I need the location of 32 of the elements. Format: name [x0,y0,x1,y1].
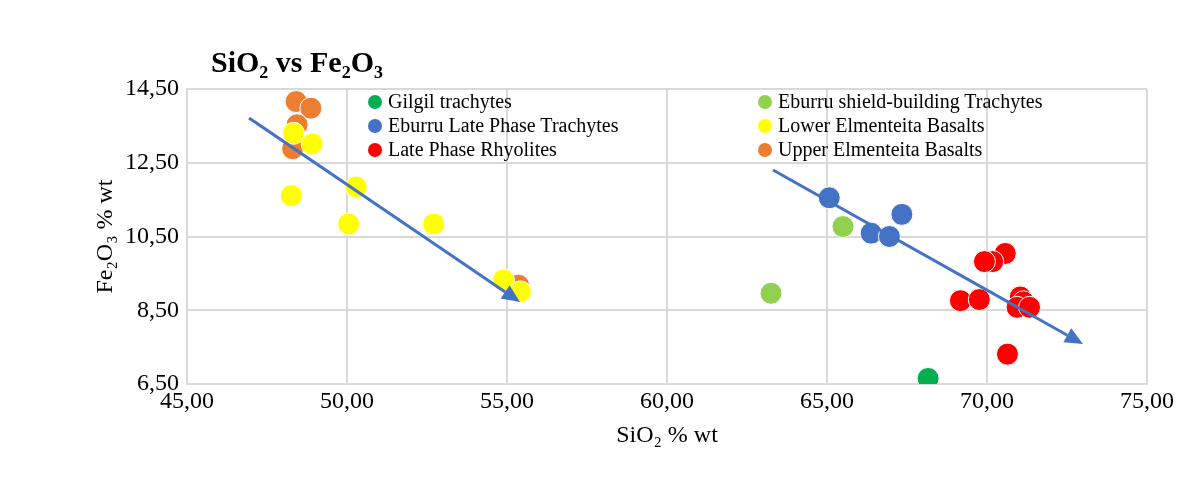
point [967,288,991,312]
point [282,121,306,145]
legend-label: Upper Elmenteita Basalts [778,138,983,161]
y-tick-label: 10,50 [125,221,179,248]
point [890,202,914,226]
point [995,342,1019,366]
point [279,184,303,208]
x-tick-label: 60,00 [640,386,694,413]
x-tick-label: 70,00 [960,386,1014,413]
point [831,215,855,239]
legend-label: Gilgil trachytes [388,90,512,113]
y-tick-label: 8,50 [137,295,179,322]
legend-label: Eburru Late Phase Trachytes [388,114,619,137]
chart-title: SiO₂ vs Fe₂O₃ [211,45,383,78]
x-tick-label: 75,00 [1120,386,1174,413]
y-axis-title: Fe₂O₃ % wt [90,179,117,294]
x-tick-label: 65,00 [800,386,854,413]
point [299,96,323,120]
x-tick-label: 50,00 [320,386,374,413]
y-tick-label: 14,50 [125,74,179,101]
point [337,212,361,236]
legend-label: Late Phase Rhyolites [388,138,557,161]
point [972,250,996,274]
legend-label: Eburru shield-building Trachytes [778,90,1043,113]
point [759,281,783,305]
point [948,289,972,313]
x-tick-label: 55,00 [480,386,534,413]
legend-label: Lower Elmenteita Basalts [778,114,985,137]
y-tick-label: 12,50 [125,148,179,175]
point [300,132,324,156]
x-axis-title: SiO₂ % wt [616,420,719,447]
point [422,212,446,236]
